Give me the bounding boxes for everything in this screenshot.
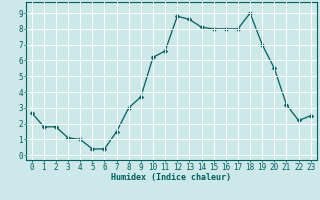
X-axis label: Humidex (Indice chaleur): Humidex (Indice chaleur)	[111, 173, 231, 182]
